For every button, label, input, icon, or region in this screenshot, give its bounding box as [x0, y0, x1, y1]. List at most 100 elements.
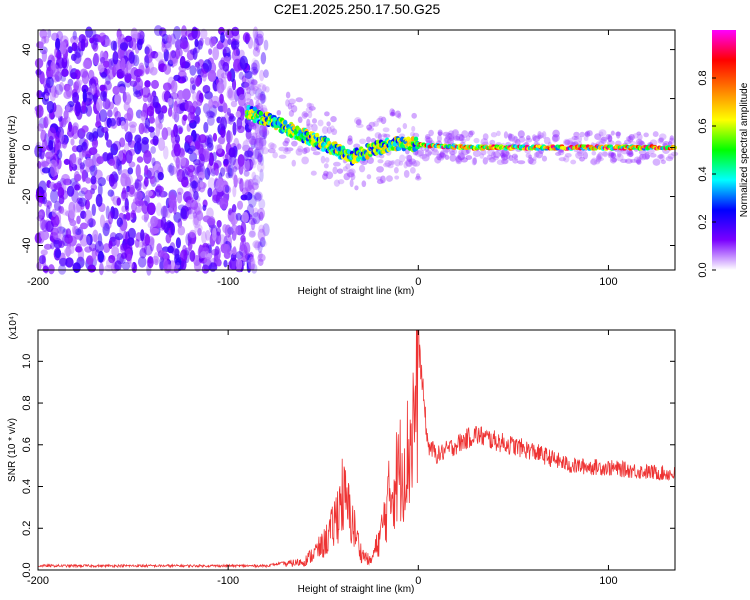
spectrogram-cell	[501, 158, 509, 165]
spectrogram-cell	[451, 130, 459, 136]
spectrogram-cell	[598, 138, 607, 143]
spectrogram-cell	[528, 158, 537, 166]
spectrogram-cell	[525, 152, 532, 159]
spectrogram-cell	[58, 205, 65, 214]
spectrogram-cell	[302, 147, 308, 155]
spectrogram-cell	[320, 155, 326, 164]
spectrogram-cell	[152, 95, 159, 108]
spectrogram-cell	[173, 212, 182, 223]
spectrogram-cell	[447, 132, 455, 140]
spectrogram-cell	[43, 35, 50, 44]
spectrogram-cell	[297, 145, 304, 153]
spectrogram-cell	[171, 111, 177, 120]
spectrogram-cell	[270, 143, 277, 150]
spectrogram-cell	[525, 137, 533, 143]
spectrogram-cell	[151, 157, 156, 167]
spectrogram-cell	[124, 35, 133, 42]
spectrogram-cell	[258, 136, 264, 151]
spectrogram-cell	[507, 133, 515, 142]
spectrogram-cell	[203, 121, 209, 134]
spectrogram-cell	[255, 132, 262, 139]
spectrogram-cell	[563, 138, 571, 146]
spectrogram-cell	[287, 102, 292, 110]
spectrogram-cell	[282, 119, 288, 125]
spectrogram-cell	[36, 41, 44, 49]
spectrogram-cell	[361, 180, 367, 188]
spectrogram-cell	[40, 230, 50, 241]
spectrogram-cell	[465, 135, 471, 142]
spectrogram-cell	[306, 118, 311, 127]
spectrogram-cell	[74, 48, 84, 58]
spectrogram-cell	[192, 91, 198, 102]
spectrogram-cell	[251, 123, 257, 130]
spectrogram-cell	[398, 133, 406, 139]
spectrogram-cell	[468, 130, 475, 136]
spectrogram-cell	[222, 61, 230, 72]
spectrogram-cell	[173, 123, 178, 138]
spectrogram-cell	[55, 38, 61, 51]
spectrogram-cell	[252, 174, 261, 186]
spectrogram-cell	[643, 132, 649, 138]
spectrogram-cell	[38, 197, 43, 208]
colorbar-ticks: 0.0 0.2 0.4 0.6 0.8	[697, 70, 716, 278]
spectrogram-cell	[61, 68, 69, 78]
spectrogram-cell	[41, 49, 48, 62]
spectrogram-cell	[330, 125, 335, 133]
spectrogram-cell	[652, 131, 659, 138]
spectrogram-cell	[54, 84, 64, 96]
spectrogram-cell	[165, 210, 171, 219]
spectrogram-cell	[261, 129, 267, 140]
spectrogram-cell	[636, 159, 642, 165]
spectrogram-cell	[254, 31, 259, 44]
spectrogram-cell	[42, 196, 48, 205]
spectrogram-cell	[85, 235, 91, 246]
spectrogram-cell	[402, 123, 408, 130]
spectrogram-cell	[36, 90, 41, 99]
spectrogram-cell	[330, 116, 337, 123]
spectrogram-cell	[637, 140, 645, 146]
spectrogram-cell	[284, 146, 289, 153]
spectrogram-cell	[173, 143, 181, 157]
spectrogram-cell	[449, 135, 457, 140]
spectrogram-cell	[48, 140, 54, 151]
spectrogram-cell	[222, 48, 227, 58]
spectrogram-cell	[415, 173, 421, 180]
spectrogram-cell	[145, 67, 150, 75]
spectrogram-cell	[263, 69, 269, 78]
spectrogram-cell	[88, 69, 95, 81]
colorbar-tick-label: 0.0	[697, 262, 709, 277]
spectrogram-cell	[482, 157, 488, 165]
spectrogram-cell	[257, 155, 264, 163]
spectrogram-cell	[93, 52, 100, 66]
spectrogram-cell	[609, 156, 617, 164]
spectrogram-cell	[161, 105, 168, 114]
spectrogram-cell	[108, 240, 113, 250]
spectrogram-cell	[56, 149, 63, 160]
spectrogram-cell	[204, 91, 213, 100]
spectrogram-cell	[99, 90, 107, 102]
spectrogram-cell	[381, 133, 388, 138]
spectrogram-cell	[458, 149, 464, 155]
spectrogram-cell	[114, 232, 124, 241]
spectrogram-cell	[535, 150, 544, 159]
spectrogram-cell	[112, 140, 122, 151]
spectrogram-cell	[93, 169, 103, 180]
spectrogram-cell	[223, 158, 230, 166]
snr-series-line	[37, 329, 676, 569]
spectrogram-cell	[153, 170, 161, 183]
spectrogram-cell	[368, 121, 376, 128]
spectrogram-cell	[573, 136, 579, 145]
spectrogram-cell	[102, 243, 111, 254]
spectrogram-cell	[150, 215, 158, 228]
spectrogram-cell	[259, 91, 266, 105]
spectrogram-cell	[376, 117, 384, 123]
spectrogram-cell	[248, 230, 256, 238]
spectrogram-cell	[236, 143, 242, 150]
spectrogram-cell	[56, 226, 66, 234]
spectrogram-cell	[439, 150, 445, 158]
spectrogram-cell	[668, 137, 675, 145]
spectrogram-cell	[240, 255, 249, 263]
spectrogram-cell	[583, 135, 589, 142]
spectrogram-cell	[394, 175, 400, 180]
spectrogram-cell	[636, 131, 642, 136]
